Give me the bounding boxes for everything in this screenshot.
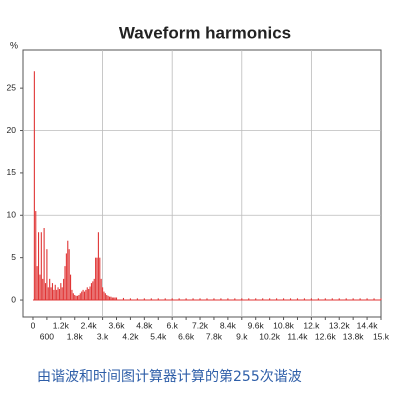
x-tick-label: 6.k [167,320,179,330]
y-tick-label: 15 [7,167,17,177]
x-tick-label: 2.4k [81,320,98,330]
x-tick-label: 7.2k [192,320,209,330]
x-tick-label: 3.k [97,331,109,341]
x-tick-label: 11.4k [287,331,308,341]
x-tick-label: 14.4k [357,320,379,330]
x-tick-label: 3.6k [108,320,125,330]
x-tick-label: 10.2k [259,331,281,341]
caption: 由谐波和时间图计算器计算的第255次谐波 [37,369,302,385]
x-tick-label: 9.k [236,331,248,341]
x-tick-label: 5.4k [150,331,167,341]
x-tick-label: 4.8k [136,320,153,330]
x-tick-label: 1.8k [67,331,84,341]
chart-title: Waveform harmonics [119,23,291,42]
x-tick-label: 6.6k [178,331,195,341]
chart: Waveform harmonics % 051015202506001.2k1… [7,23,390,341]
x-tick-label: 0 [31,320,36,330]
x-tick-label: 13.8k [343,331,365,341]
x-tick-label: 13.2k [329,320,351,330]
y-tick-label: 10 [7,210,17,220]
x-tick-label: 7.8k [206,331,223,341]
x-tick-label: 4.2k [122,331,139,341]
plot-frame [22,49,382,318]
y-tick-label: 0 [11,294,16,304]
y-axis-label: % [10,40,18,50]
x-tick-label: 8.4k [220,320,237,330]
x-tick-label: 12.k [303,320,320,330]
y-tick-label: 20 [7,125,17,135]
x-tick-label: 1.2k [53,320,70,330]
x-tick-label: 10.8k [273,320,295,330]
x-tick-label: 600 [40,331,54,341]
x-tick-label: 12.6k [315,331,337,341]
y-tick-label: 5 [11,252,16,262]
x-tick-label: 9.6k [248,320,265,330]
y-tick-label: 25 [7,82,17,92]
x-tick-label: 15.k [373,331,390,341]
